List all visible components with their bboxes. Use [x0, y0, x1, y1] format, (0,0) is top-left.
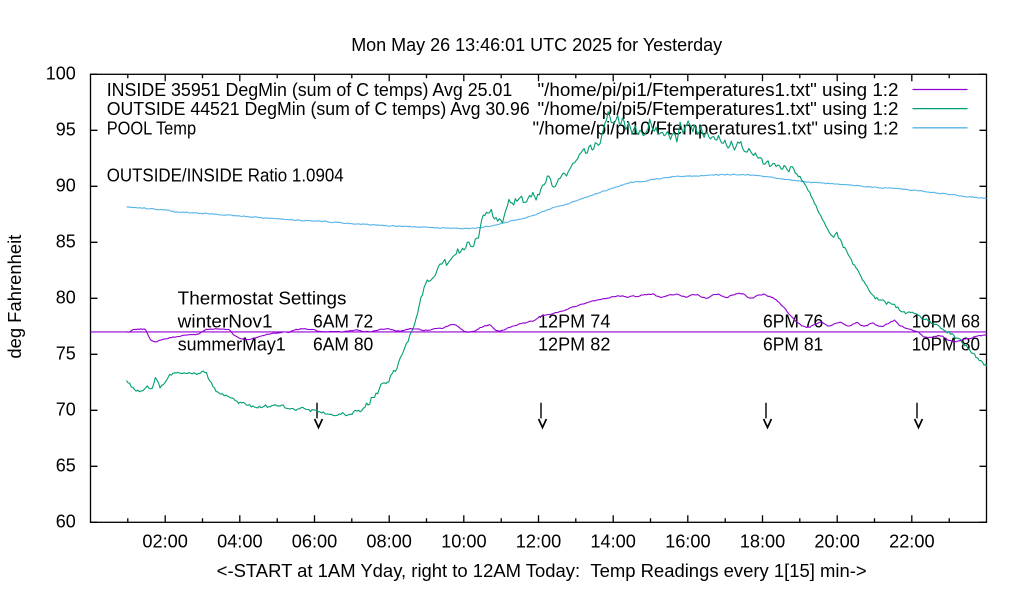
- svg-text:85: 85: [56, 232, 76, 252]
- svg-text:POOL Temp: POOL Temp: [107, 118, 196, 138]
- svg-text:12PM 74: 12PM 74: [538, 312, 610, 332]
- svg-text:6PM 76: 6PM 76: [763, 312, 823, 332]
- svg-text:100: 100: [46, 64, 76, 84]
- svg-text:60: 60: [56, 512, 76, 532]
- svg-text:INSIDE 35951 DegMin (sum of C: INSIDE 35951 DegMin (sum of C temps) Avg…: [107, 80, 513, 100]
- svg-text:Mon May 26 13:46:01 UTC 2025 f: Mon May 26 13:46:01 UTC 2025 for Yesterd…: [351, 35, 722, 55]
- svg-text:14:00: 14:00: [590, 532, 636, 552]
- svg-text:04:00: 04:00: [217, 532, 263, 552]
- svg-text:08:00: 08:00: [366, 532, 412, 552]
- svg-text:OUTSIDE 44521 DegMin (sum of C: OUTSIDE 44521 DegMin (sum of C temps) Av…: [107, 99, 530, 119]
- svg-text:OUTSIDE/INSIDE Ratio 1.0904: OUTSIDE/INSIDE Ratio 1.0904: [107, 166, 344, 186]
- svg-text:18:00: 18:00: [740, 532, 786, 552]
- svg-text:10PM 80: 10PM 80: [912, 335, 980, 355]
- svg-text:"/home/pi/pi1/Ftemperatures1.t: "/home/pi/pi1/Ftemperatures1.txt" using …: [538, 80, 899, 100]
- svg-text:6PM 81: 6PM 81: [763, 335, 823, 355]
- svg-text:65: 65: [56, 456, 76, 476]
- svg-text:20:00: 20:00: [814, 532, 860, 552]
- svg-text:"/home/pi/pi5/Ftemperatures1.t: "/home/pi/pi5/Ftemperatures1.txt" using …: [538, 99, 899, 119]
- svg-text:06:00: 06:00: [292, 532, 338, 552]
- svg-text:12:00: 12:00: [516, 532, 562, 552]
- svg-text:deg Fahrenheit: deg Fahrenheit: [5, 235, 25, 359]
- svg-text:22:00: 22:00: [889, 532, 935, 552]
- svg-text:12PM 82: 12PM 82: [538, 335, 610, 355]
- svg-text:"/home/pi/pi10/Ftemperatures1.: "/home/pi/pi10/Ftemperatures1.txt" using…: [533, 118, 899, 138]
- svg-text:6AM 80: 6AM 80: [313, 335, 373, 355]
- svg-text:Thermostat Settings: Thermostat Settings: [178, 289, 347, 309]
- svg-text:90: 90: [56, 176, 76, 196]
- svg-text:80: 80: [56, 288, 76, 308]
- svg-text:winterNov1: winterNov1: [177, 312, 273, 332]
- svg-text:10:00: 10:00: [441, 532, 487, 552]
- svg-text:70: 70: [56, 400, 76, 420]
- svg-text:16:00: 16:00: [665, 532, 711, 552]
- svg-text:02:00: 02:00: [142, 532, 188, 552]
- svg-text:summerMay1: summerMay1: [178, 335, 286, 355]
- svg-text:<-START at 1AM Yday, right to: <-START at 1AM Yday, right to 12AM Today…: [217, 561, 867, 581]
- svg-text:10PM 68: 10PM 68: [912, 312, 980, 332]
- svg-text:6AM 72: 6AM 72: [313, 312, 373, 332]
- svg-text:95: 95: [56, 120, 76, 140]
- svg-text:75: 75: [56, 344, 76, 364]
